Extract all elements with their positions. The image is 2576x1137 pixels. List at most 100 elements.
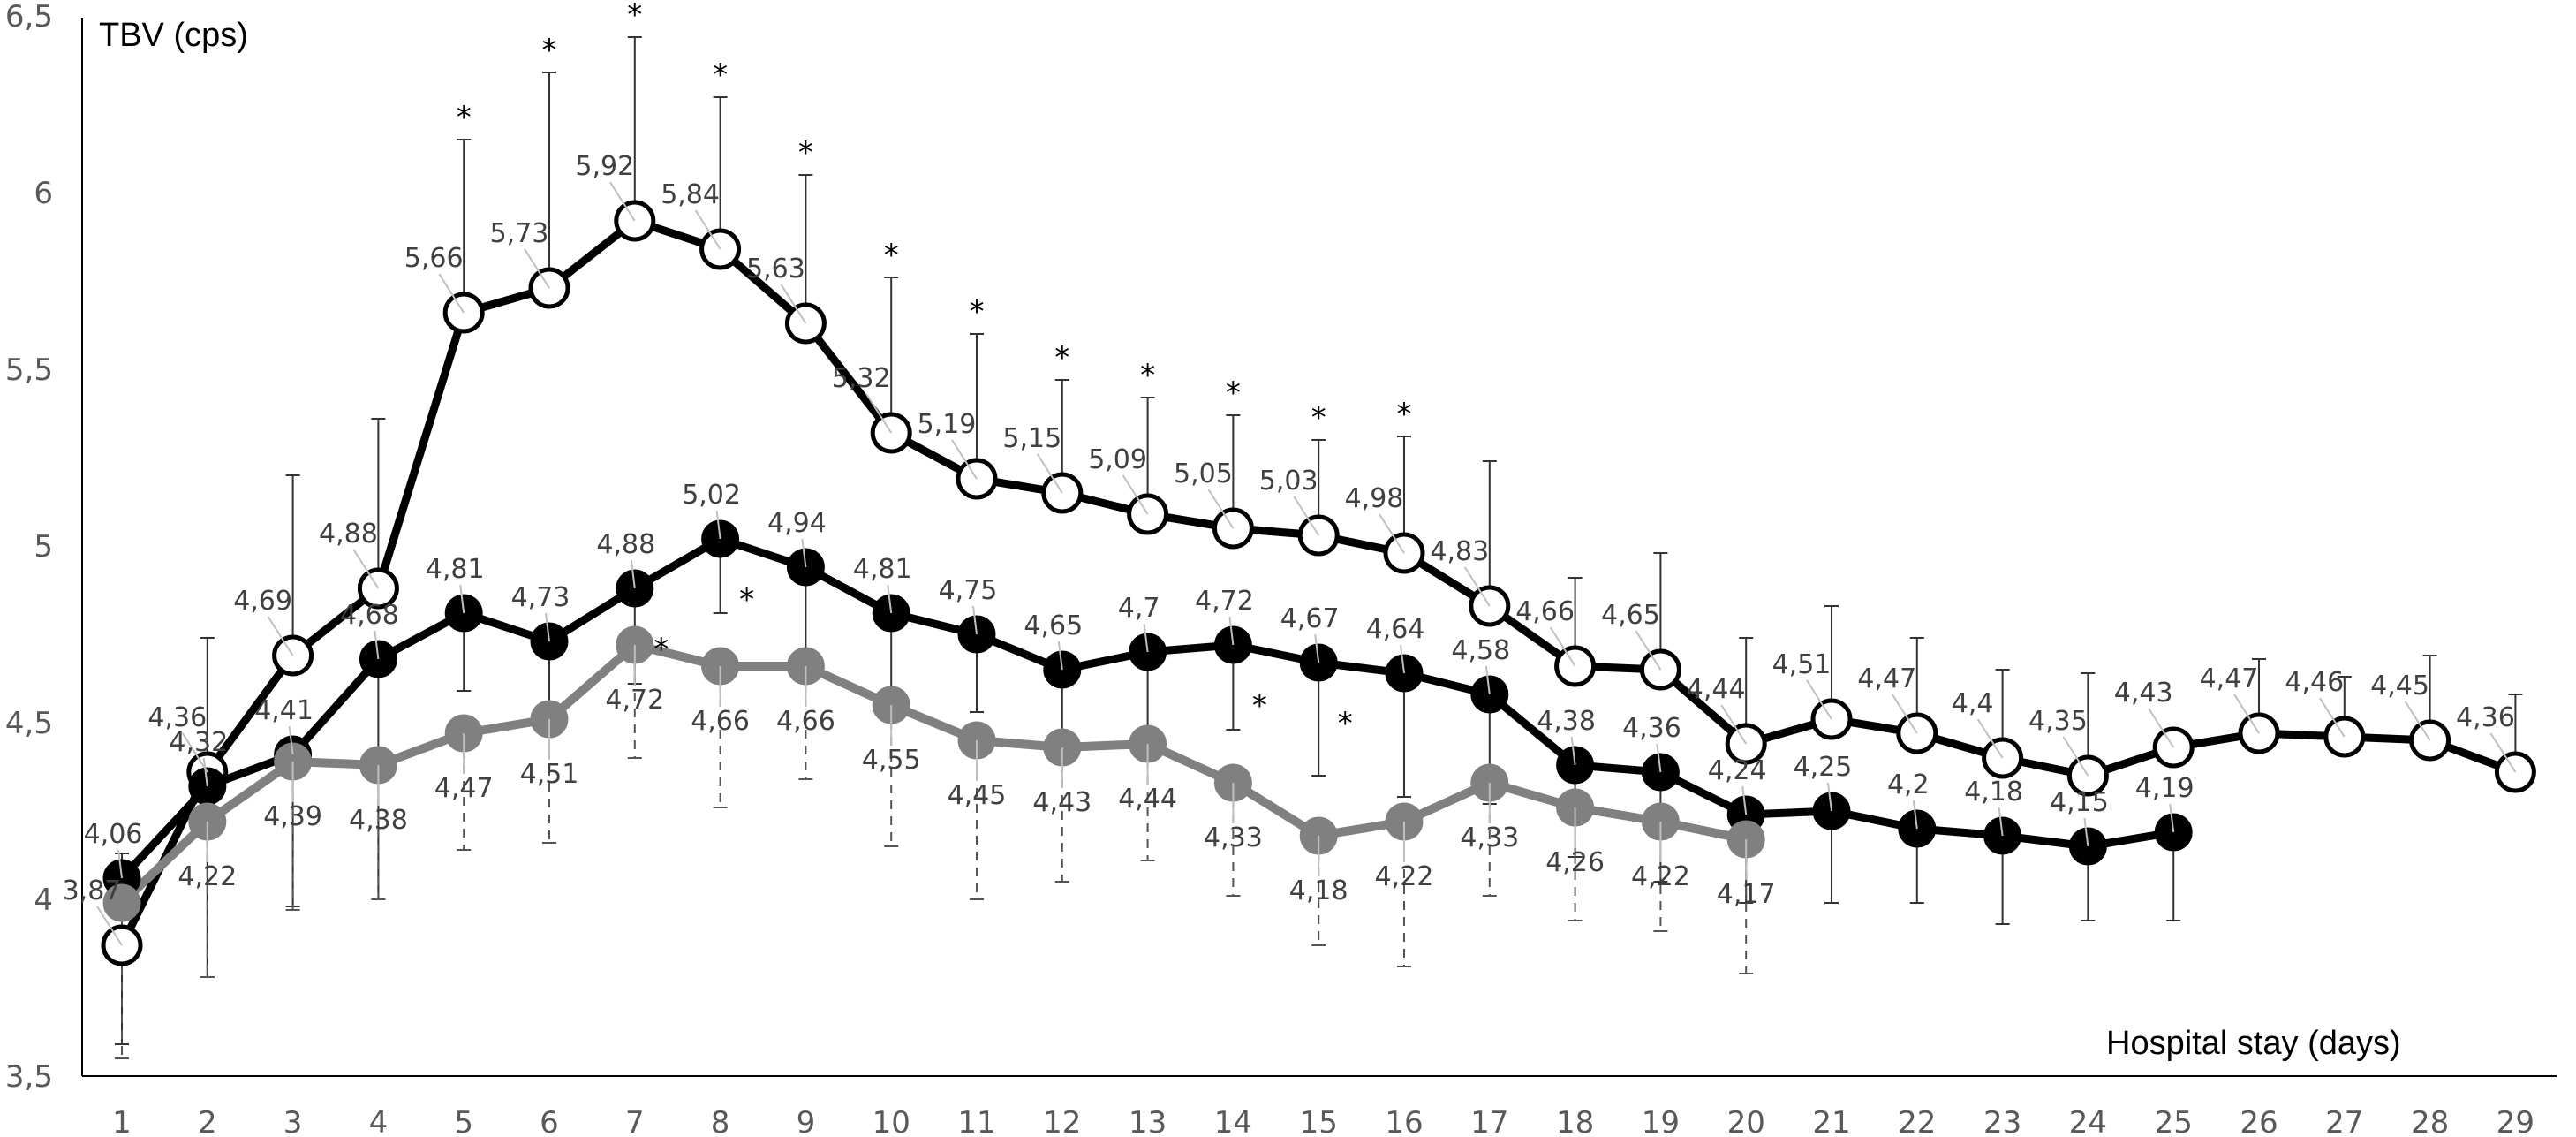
data-label: 4,22 <box>1375 861 1434 892</box>
data-label: 4,19 <box>2135 773 2195 804</box>
data-label: 5,02 <box>682 480 741 511</box>
data-label: 4,67 <box>1280 603 1340 634</box>
data-label: 4,18 <box>1964 777 2023 807</box>
label-leader-line <box>1463 566 1491 607</box>
data-label: 4,75 <box>939 575 998 606</box>
data-label: 4,7 <box>1118 593 1160 624</box>
data-label: 4,88 <box>319 519 378 550</box>
significance-star: * <box>798 135 813 171</box>
y-tick-label: 5 <box>34 529 53 565</box>
label-leader-line <box>459 584 465 614</box>
data-label: 4,88 <box>596 529 655 560</box>
label-leader-line <box>117 849 123 879</box>
data-label: 4,66 <box>776 706 835 737</box>
data-label: 4,17 <box>1717 879 1776 910</box>
label-leader-line <box>2404 701 2431 741</box>
data-label: 4,47 <box>2200 663 2259 694</box>
x-tick-label: 10 <box>873 1105 910 1137</box>
label-leader-line <box>1570 736 1576 766</box>
data-label: 5,19 <box>918 409 977 440</box>
data-label: 5,73 <box>490 218 549 249</box>
label-leader-line <box>288 725 294 755</box>
data-label: 4,58 <box>1451 635 1510 666</box>
data-label: 4,66 <box>691 706 750 737</box>
data-label: 4,72 <box>605 685 664 716</box>
data-label: 4,47 <box>1857 663 1916 694</box>
label-leader-line <box>715 510 721 540</box>
data-label: 4,45 <box>948 780 1007 811</box>
label-leader-line <box>1976 718 2004 759</box>
data-label: 4,64 <box>1366 614 1425 645</box>
x-tick-label: 8 <box>711 1105 730 1137</box>
data-label: 4,47 <box>434 773 494 804</box>
data-label: 4,73 <box>511 582 570 613</box>
data-label: 4,44 <box>1687 674 1746 705</box>
x-tick-label: 9 <box>797 1105 816 1137</box>
label-leader-line <box>608 181 636 222</box>
data-label: 4,65 <box>1024 610 1083 641</box>
x-tick-label: 2 <box>198 1105 217 1137</box>
data-label: 4,44 <box>1118 784 1177 815</box>
significance-star: * <box>1252 688 1267 724</box>
label-leader-line <box>524 248 550 289</box>
label-leader-line <box>1057 641 1063 671</box>
significance-star: * <box>457 100 472 135</box>
label-leader-line <box>951 439 978 480</box>
label-leader-line <box>2148 708 2175 748</box>
data-label: 5,92 <box>575 151 634 182</box>
x-tick-label: 28 <box>2411 1105 2449 1137</box>
x-tick-label: 12 <box>1043 1105 1081 1137</box>
label-leader-line <box>2169 803 2175 833</box>
significance-star: * <box>970 294 985 330</box>
data-label: 4,68 <box>340 600 399 631</box>
y-tick-label: 6 <box>34 176 53 211</box>
data-label: 4,51 <box>1772 649 1832 680</box>
data-label: 4,36 <box>147 702 207 733</box>
x-tick-label: 27 <box>2325 1105 2363 1137</box>
x-tick-label: 23 <box>1983 1105 2021 1137</box>
data-label: 4,98 <box>1345 483 1404 514</box>
label-leader-line <box>1998 807 2004 837</box>
y-axis-title: TBV (cps) <box>99 17 248 54</box>
x-tick-label: 17 <box>1470 1105 1508 1137</box>
data-label: 4,72 <box>1195 586 1254 617</box>
data-labels: 3,87 4,36 4,69 4,88 5,66 5,73 5,92 5,84 5,63 5,32… <box>63 0 2517 946</box>
data-label: 5,32 <box>832 363 891 394</box>
data-label: 4,46 <box>2285 667 2344 698</box>
data-label: 5,03 <box>1259 466 1318 496</box>
x-tick-label: 22 <box>1898 1105 1936 1137</box>
label-leader-line <box>1036 453 1063 494</box>
data-point <box>102 883 141 922</box>
x-tick-label: 15 <box>1300 1105 1338 1137</box>
data-label: 4,25 <box>1794 752 1853 783</box>
data-label: 4,2 <box>1887 769 1930 800</box>
x-tick-label: 18 <box>1556 1105 1594 1137</box>
label-leader-line <box>1741 785 1748 815</box>
data-label: 4,18 <box>1289 875 1348 906</box>
data-label: 4,24 <box>1708 755 1767 786</box>
label-leader-line <box>780 284 807 324</box>
label-leader-line <box>1228 616 1235 646</box>
data-label: 4,69 <box>233 586 292 617</box>
x-tick-label: 16 <box>1385 1105 1423 1137</box>
data-label: 4,35 <box>2028 706 2088 737</box>
label-leader-line <box>1379 513 1405 554</box>
label-leader-line <box>694 209 721 250</box>
data-label: 4,43 <box>2114 678 2173 709</box>
x-tick-label: 19 <box>1642 1105 1680 1137</box>
y-tick-label: 4,5 <box>5 706 53 741</box>
data-label: 5,84 <box>661 179 720 210</box>
label-leader-line <box>202 757 208 787</box>
x-tick-label: 13 <box>1129 1105 1167 1137</box>
label-leader-line <box>1484 665 1491 695</box>
data-label: 4,33 <box>1460 822 1519 853</box>
label-leader-line <box>1912 800 1918 830</box>
data-label: 5,15 <box>1002 423 1061 454</box>
data-label: 4,36 <box>1622 713 1681 744</box>
data-label: 4,06 <box>84 819 143 850</box>
label-leader-line <box>1891 694 1918 734</box>
significance-star: * <box>1140 358 1155 393</box>
data-label: 4,36 <box>2456 702 2515 733</box>
data-label: 5,63 <box>746 254 805 284</box>
significance-star: * <box>739 582 754 618</box>
